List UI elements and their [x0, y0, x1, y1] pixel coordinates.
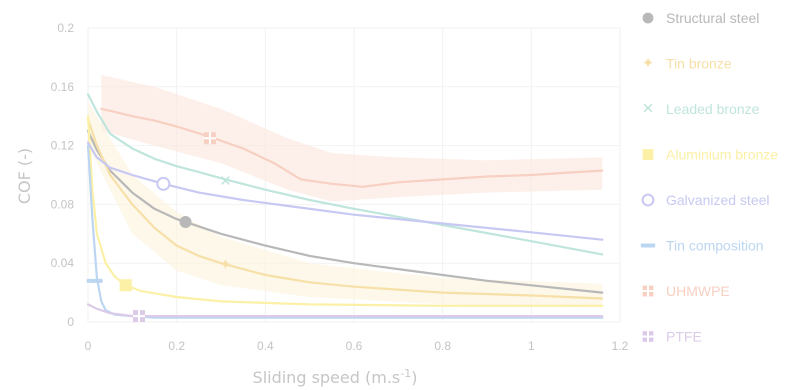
legend-label: UHMWPE: [666, 283, 730, 299]
legend-label: PTFE: [666, 329, 702, 345]
marker-glyph: ✕: [642, 100, 655, 118]
x-tick-label: 0: [85, 339, 92, 353]
legend-label: Tin composition: [666, 238, 764, 254]
marker-structural-steel: [179, 216, 192, 229]
y-tick-label: 0.08: [51, 197, 75, 211]
marker-leaded-bronze: ✕: [219, 172, 232, 190]
series-line-galvanized-steel: [86, 141, 604, 241]
legend-marker: [642, 149, 654, 160]
marker-galvanized-steel: [156, 176, 171, 191]
series-line-aluminium-bronze: [86, 115, 604, 307]
legend-marker: [640, 243, 656, 248]
y-tick-label: 0: [67, 315, 74, 329]
series-lines: [86, 93, 604, 319]
legend-marker: [642, 331, 654, 342]
legend-item-tin-bronze: ✦ Tin bronze: [642, 54, 732, 72]
marker-square: [119, 279, 132, 292]
y-tick-label: 0.12: [51, 139, 75, 153]
legend-item-aluminium-bronze: Aluminium bronze: [642, 147, 778, 163]
band-uhmwpe: [101, 75, 603, 202]
marker-dot: [179, 216, 192, 229]
series-line-structural-steel: [86, 129, 604, 294]
marker-square: [642, 149, 654, 160]
legend-marker: [642, 285, 654, 297]
legend-marker: [642, 12, 654, 24]
marker-aluminium-bronze: [119, 279, 132, 292]
x-tick-label: 1.2: [612, 339, 629, 353]
legend-label: Structural steel: [666, 10, 759, 26]
marker-tin-composition: [86, 278, 103, 283]
marker-dash: [640, 243, 656, 248]
marker-ring: [641, 193, 655, 207]
marker-glyph: ✕: [219, 172, 232, 190]
x-tick-label: 0.2: [168, 339, 185, 353]
confidence-bands: [88, 75, 603, 308]
legend-marker: ✦: [642, 54, 655, 72]
legend-marker: [641, 193, 655, 207]
series-line-ptfe: [86, 303, 604, 318]
legend-item-tin-composition: Tin composition: [640, 238, 764, 254]
series-line-uhmwpe: [100, 107, 604, 188]
series-line-tin-bronze: [86, 117, 604, 300]
x-tick-label: 0.4: [257, 339, 274, 353]
marker-tin-bronze: ✦: [219, 256, 232, 274]
marker-dot: [642, 12, 654, 24]
legend-item-ptfe: PTFE: [642, 329, 702, 345]
y-tick-label: 0.16: [51, 80, 75, 94]
marker-ptfe: [132, 310, 145, 323]
legend-label: Leaded bronze: [666, 101, 760, 117]
legend-item-leaded-bronze: ✕ Leaded bronze: [642, 100, 760, 118]
x-tick-labels: 0 0.2 0.4 0.6 0.8 1 1.2: [85, 339, 629, 353]
legend-marker: ✕: [642, 100, 655, 118]
legend-item-structural-steel: Structural steel: [642, 10, 759, 26]
marker-glyph: ✦: [219, 256, 232, 274]
y-axis-title: COF (-): [15, 148, 34, 204]
marker-glyph: ✦: [642, 54, 655, 72]
series-markers: ✦✕: [86, 132, 232, 323]
y-tick-labels: 0 0.04 0.08 0.12 0.16 0.2: [51, 21, 75, 329]
band-tin-bronze: [88, 101, 603, 308]
legend-item-galvanized-steel: Galvanized steel: [641, 192, 770, 208]
legend-label: Aluminium bronze: [666, 147, 778, 163]
legend-label: Galvanized steel: [666, 192, 770, 208]
y-tick-label: 0.04: [51, 256, 75, 270]
legend: Structural steel ✦ Tin bronze ✕ Leaded bronz…: [640, 10, 778, 345]
x-tick-label: 0.8: [434, 339, 451, 353]
marker-uhmwpe: [203, 132, 216, 145]
x-tick-label: 1: [528, 339, 535, 353]
legend-label: Tin bronze: [666, 56, 732, 72]
marker-dash: [86, 278, 103, 283]
legend-item-uhmwpe: UHMWPE: [642, 283, 730, 299]
x-axis-title: Sliding speed (m.s-1): [253, 367, 418, 387]
y-tick-label: 0.2: [57, 21, 74, 35]
marker-ring: [156, 176, 171, 191]
x-tick-label: 0.6: [346, 339, 363, 353]
